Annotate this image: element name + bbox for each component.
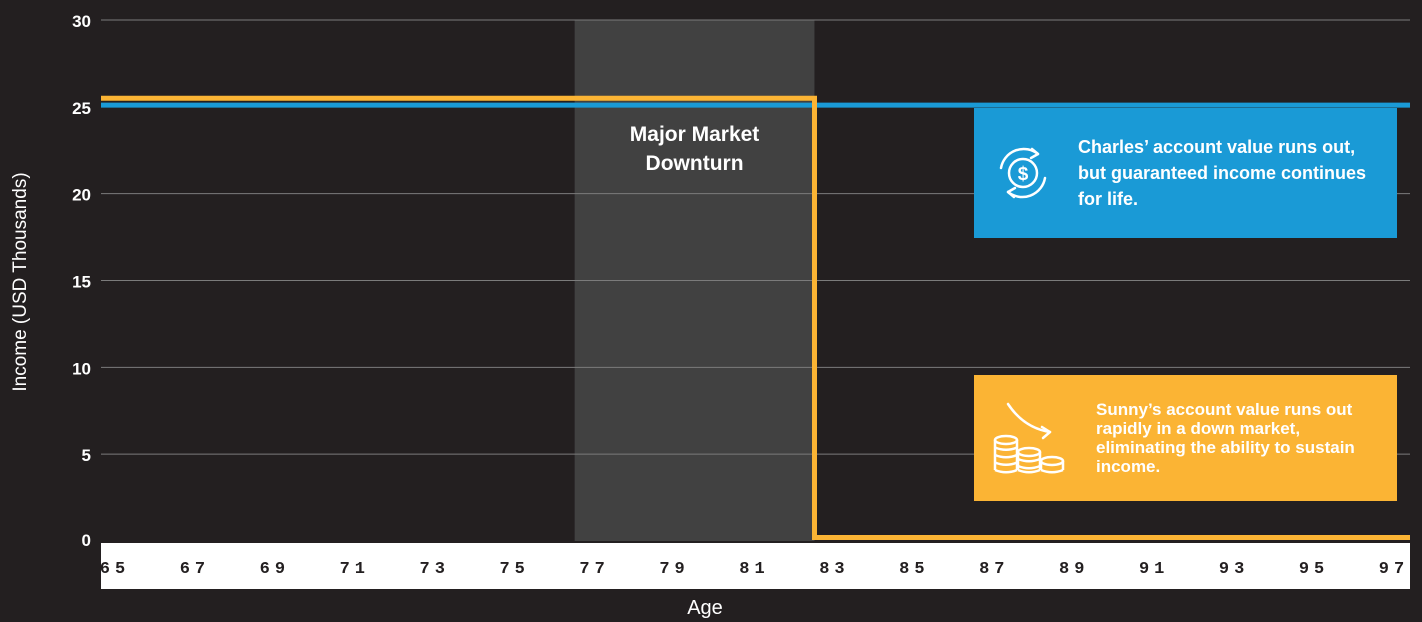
dollar-cycle-icon: $ — [999, 147, 1047, 199]
y-tick-label: 15 — [72, 273, 91, 292]
x-tick-label: 95 — [1299, 560, 1329, 579]
x-tick-label: 81 — [739, 560, 769, 579]
x-tick-label: 89 — [1059, 560, 1089, 579]
x-tick-label: 79 — [659, 560, 689, 579]
sunny-callout: Sunny’s account value runs out rapidly i… — [974, 375, 1397, 501]
y-tick-label: 30 — [72, 12, 91, 31]
x-axis-band — [101, 543, 1410, 589]
x-tick-label: 71 — [340, 560, 370, 579]
x-tick-label: 67 — [180, 560, 210, 579]
charles-callout: $ Charles’ account value runs out, but g… — [974, 108, 1397, 238]
y-tick-label: 10 — [72, 359, 91, 378]
x-tick-label: 85 — [899, 560, 929, 579]
x-tick-label: 91 — [1139, 560, 1169, 579]
downturn-label: Major Market Downturn — [630, 123, 760, 175]
y-tick-label: 25 — [72, 99, 91, 118]
x-tick-label: 93 — [1219, 560, 1249, 579]
y-tick-label: 5 — [82, 446, 91, 465]
svg-text:$: $ — [1018, 164, 1029, 185]
x-tick-label: 69 — [260, 560, 290, 579]
x-tick-label: 87 — [979, 560, 1009, 579]
y-tick-label: 20 — [72, 186, 91, 205]
charles-callout-text: Charles’ account value runs out, but gua… — [1078, 137, 1367, 209]
x-tick-label: 83 — [819, 560, 849, 579]
x-tick-label: 73 — [420, 560, 450, 579]
x-axis-label: Age — [687, 597, 723, 619]
y-axis-label: Income (USD Thousands) — [10, 172, 31, 391]
x-tick-label: 75 — [499, 560, 529, 579]
x-tick-label: 77 — [579, 560, 609, 579]
sunny-income-line — [101, 95, 1410, 540]
y-tick-label: 0 — [82, 531, 91, 550]
x-tick-label: 97 — [1379, 560, 1409, 579]
sunny-callout-text: Sunny’s account value runs out rapidly i… — [1096, 400, 1355, 476]
coin-stacks-declining-icon — [993, 402, 1065, 474]
x-tick-label: 65 — [100, 560, 130, 579]
